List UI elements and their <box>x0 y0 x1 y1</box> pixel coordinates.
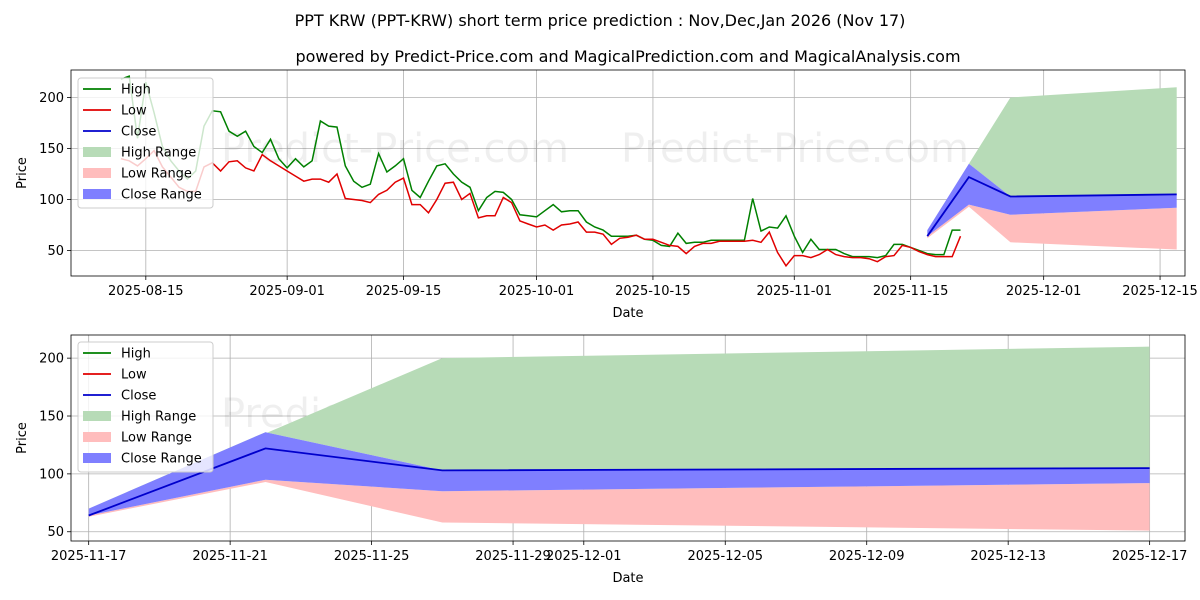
watermark-text: Predict-Price.com <box>221 276 569 322</box>
legend: High Low Close High Range Low Range Close Ran… <box>77 77 214 209</box>
y-tick-label: 50 <box>47 525 64 540</box>
x-tick-label: 2025-12-17 <box>1112 549 1188 564</box>
plot-area: Predict-Price.comPredict-Price.comPredic… <box>88 346 1150 587</box>
high-price-line <box>120 75 961 259</box>
legend-swatch-high-range <box>83 411 111 421</box>
x-tick-label: 2025-10-15 <box>615 284 691 299</box>
y-axis-label: Price <box>15 422 30 454</box>
x-tick-label: 2025-09-15 <box>366 284 442 299</box>
legend-label-low-range: Low Range <box>121 431 192 446</box>
watermark-text: Predict-Price.com <box>621 126 969 172</box>
y-tick-label: 100 <box>39 467 64 482</box>
plot-area: Predict-Price.com Predict-Price.com Predic… <box>120 75 1177 322</box>
bottom-panel: Predict-Price.comPredict-Price.comPredic… <box>15 334 1188 587</box>
top-panel: Predict-Price.com Predict-Price.com Predic… <box>15 69 1198 322</box>
x-tick-label: 2025-12-01 <box>1006 284 1082 299</box>
legend-label-low: Low <box>121 104 147 119</box>
low-range-area <box>88 479 1150 531</box>
y-axis-label: Price <box>15 157 30 189</box>
x-tick-label: 2025-11-01 <box>756 284 832 299</box>
y-tick-label: 150 <box>39 142 64 157</box>
legend-label-high-range: High Range <box>121 410 196 425</box>
legend-swatch-low-range <box>83 168 111 178</box>
y-tick-label: 150 <box>39 410 64 425</box>
legend-label-high: High <box>121 347 151 362</box>
close-forecast-line <box>88 447 1150 517</box>
x-tick-label: 2025-12-01 <box>546 549 622 564</box>
x-tick-label: 2025-10-01 <box>499 284 575 299</box>
y-tick-label: 100 <box>39 193 64 208</box>
x-tick-label: 2025-11-29 <box>475 549 551 564</box>
close-forecast-line <box>926 175 1177 237</box>
x-tick-label: 2025-09-01 <box>249 284 325 299</box>
legend-label-high-range: High Range <box>121 146 196 161</box>
legend-label-low: Low <box>121 368 147 383</box>
legend-swatch-high-range <box>83 147 111 157</box>
legend-swatch-close-range <box>83 453 111 463</box>
x-tick-label: 2025-12-09 <box>829 549 905 564</box>
legend-label-close-range: Close Range <box>121 452 202 467</box>
x-tick-label: 2025-12-05 <box>687 549 763 564</box>
x-tick-label: 2025-12-13 <box>970 549 1046 564</box>
x-axis-label: Date <box>612 571 643 586</box>
watermark-text: Predict-Price.com <box>621 276 969 322</box>
x-tick-label: 2025-11-21 <box>192 549 268 564</box>
close-range-area <box>88 432 1150 516</box>
x-tick-label: 2025-08-15 <box>108 284 184 299</box>
watermark-text: Predict-Price.com <box>221 126 569 172</box>
low-price-line <box>120 149 962 268</box>
legend-label-close-range: Close Range <box>121 188 202 203</box>
legend-label-high: High <box>121 83 151 98</box>
legend-box <box>77 77 214 209</box>
x-tick-label: 2025-11-25 <box>334 549 410 564</box>
watermark-text: Predict-Price.com <box>221 541 569 587</box>
x-tick-label: 2025-11-15 <box>873 284 949 299</box>
close-range-area <box>927 163 1177 237</box>
legend-label-low-range: Low Range <box>121 167 192 182</box>
y-tick-label: 50 <box>47 244 64 259</box>
legend-swatch-close-range <box>83 189 111 199</box>
x-tick-label: 2025-11-17 <box>51 549 127 564</box>
legend: High Low Close High Range Low Range Close Ran… <box>77 341 214 473</box>
legend-swatch-low-range <box>83 432 111 442</box>
y-tick-label: 200 <box>39 91 64 106</box>
legend-label-close: Close <box>121 125 156 140</box>
chart-title: PPT KRW (PPT-KRW) short term price predi… <box>295 11 906 30</box>
low-range-area <box>927 204 1177 250</box>
x-tick-label: 2025-12-15 <box>1122 284 1198 299</box>
watermark-text: Predict-Price.com <box>621 541 969 587</box>
x-axis-label: Date <box>612 306 643 321</box>
y-tick-label: 200 <box>39 352 64 367</box>
axes-frame <box>70 69 1186 277</box>
legend-box <box>77 341 214 473</box>
chart-subtitle: powered by Predict-Price.com and Magical… <box>295 47 960 66</box>
legend-label-close: Close <box>121 389 156 404</box>
axes-frame <box>70 334 1186 542</box>
